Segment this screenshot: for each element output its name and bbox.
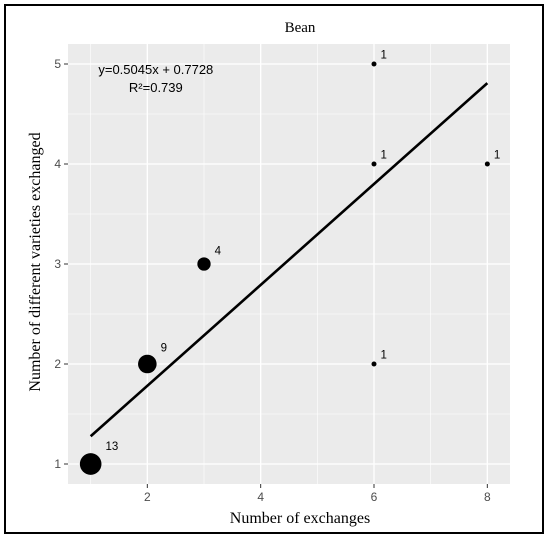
data-point	[371, 161, 377, 167]
y-tick-label: 1	[54, 457, 61, 471]
chart-title: Bean	[285, 20, 316, 36]
y-axis-label: Number of different varieties exchanged	[27, 132, 44, 391]
data-points: 13 9 4 1 1 1 1	[79, 50, 500, 475]
point-count-label: 13	[105, 441, 118, 453]
point-count-label: 1	[381, 350, 387, 362]
data-point	[79, 453, 102, 475]
x-tick-label: 2	[144, 490, 151, 504]
point-count-label: 1	[494, 150, 500, 162]
r-squared-label: R²=0.739	[129, 80, 183, 95]
regression-equation: y=0.5045x + 0.7728	[98, 62, 213, 77]
data-point	[484, 161, 490, 167]
data-point	[371, 361, 377, 367]
regression-line	[89, 82, 489, 438]
x-tick-label: 6	[371, 490, 378, 504]
point-count-label: 1	[381, 50, 387, 62]
y-tick-label: 3	[54, 257, 61, 271]
point-count-label: 9	[161, 343, 167, 355]
x-tick-label: 8	[484, 490, 491, 504]
x-tick-label: 4	[257, 490, 264, 504]
point-count-label: 4	[215, 245, 222, 257]
data-point	[371, 61, 377, 67]
data-point	[197, 257, 211, 271]
point-count-label: 1	[381, 150, 387, 162]
axis-ticks: 2 4 6 8 1 2 3 4 5	[54, 57, 491, 504]
x-axis-label: Number of exchanges	[230, 510, 370, 527]
y-tick-label: 5	[54, 57, 61, 71]
grid-lines	[68, 44, 510, 484]
data-point	[138, 354, 157, 374]
y-tick-label: 4	[54, 157, 61, 171]
y-tick-label: 2	[54, 357, 61, 371]
